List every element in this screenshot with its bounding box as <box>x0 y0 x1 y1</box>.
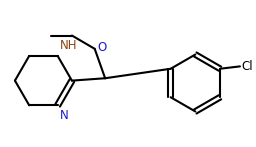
Text: O: O <box>97 41 106 54</box>
Text: N: N <box>60 109 68 122</box>
Text: Cl: Cl <box>241 60 253 73</box>
Text: NH: NH <box>60 39 77 52</box>
